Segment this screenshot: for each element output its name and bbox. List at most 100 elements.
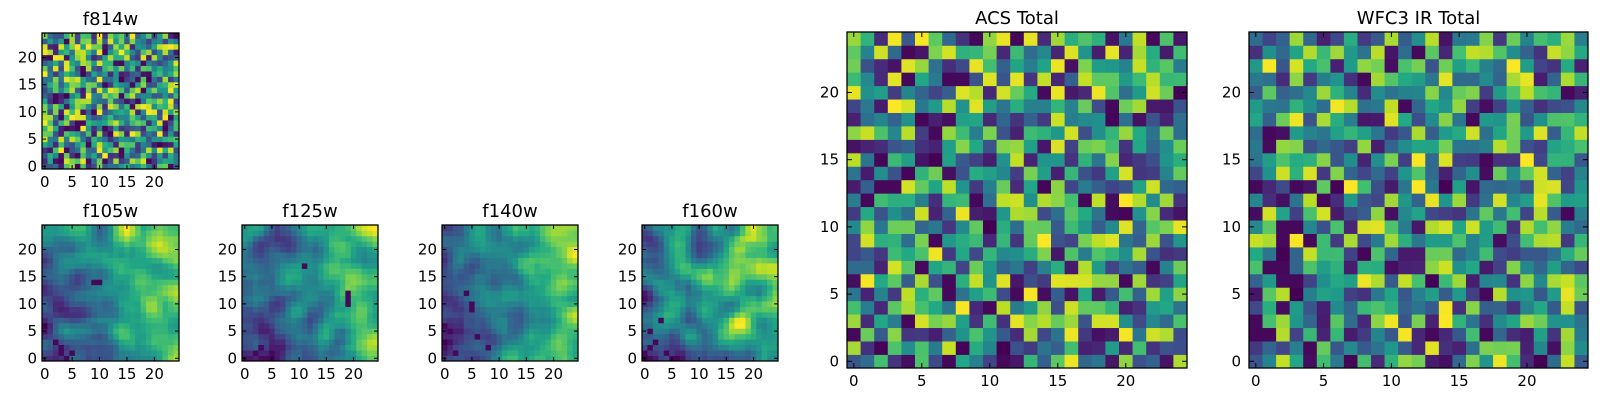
heatmap-cell <box>860 72 875 87</box>
heatmap-cell <box>312 344 319 351</box>
heatmap-cell <box>556 328 563 335</box>
heatmap-cell <box>1105 273 1120 288</box>
heatmap-cell <box>767 263 773 269</box>
heatmap-cell <box>1506 300 1521 315</box>
heatmap-cell <box>669 284 675 291</box>
heatmap-cell <box>942 287 957 302</box>
heatmap-cell <box>1159 72 1174 87</box>
heatmap-cell <box>52 163 59 170</box>
heatmap-cell <box>350 279 357 286</box>
heatmap-cell <box>318 301 324 307</box>
heatmap-cell <box>1384 112 1399 127</box>
heatmap-cell <box>350 317 357 324</box>
heatmap-cell <box>1091 152 1106 167</box>
heatmap-cell <box>102 33 109 39</box>
heatmap-cell <box>334 333 341 340</box>
heatmap-cell <box>242 350 248 356</box>
heatmap-cell <box>1276 45 1291 60</box>
heatmap-cell <box>1506 45 1521 60</box>
heatmap-cell <box>718 350 724 356</box>
heatmap-cell <box>1091 126 1106 140</box>
heatmap-cell <box>572 268 579 275</box>
heatmap-cell <box>58 136 65 143</box>
heatmap-cell <box>1533 327 1548 342</box>
heatmap-cell <box>140 350 147 356</box>
heatmap-cell <box>345 246 352 253</box>
heatmap-cell <box>162 147 169 154</box>
heatmap-cell <box>140 273 147 280</box>
heatmap-cell <box>96 87 103 94</box>
heatmap-cell <box>274 306 281 313</box>
heatmap-cell <box>1330 273 1345 288</box>
heatmap-cell <box>712 355 719 362</box>
heatmap-cell <box>85 38 92 45</box>
heatmap-cell <box>58 268 65 275</box>
heatmap-cell <box>767 301 773 307</box>
heatmap-cell <box>1506 354 1521 369</box>
heatmap-cell <box>1479 85 1494 100</box>
heatmap-cell <box>452 273 459 280</box>
heatmap-cell <box>162 312 169 318</box>
heatmap-cell <box>1023 45 1038 60</box>
heatmap-cell <box>140 284 147 291</box>
heatmap-cell <box>74 290 81 297</box>
heatmap-cell <box>74 152 81 159</box>
heatmap-cell <box>296 273 303 280</box>
heatmap-cell <box>151 125 158 132</box>
heatmap-cell <box>274 350 281 356</box>
heatmap-cell <box>745 290 752 297</box>
heatmap-cell <box>1479 287 1494 302</box>
heatmap-cell <box>663 230 670 237</box>
heatmap-cell <box>113 230 120 237</box>
heatmap-cell <box>1276 314 1291 329</box>
heatmap-cell <box>168 158 174 164</box>
plot-title: WFC3 IR Total <box>1357 8 1480 29</box>
heatmap-cell <box>928 72 943 87</box>
heatmap-cell <box>529 273 535 280</box>
heatmap-cell <box>647 257 654 264</box>
heatmap-cell <box>69 147 76 154</box>
heatmap-cell <box>162 152 169 159</box>
heatmap-cell <box>151 103 158 110</box>
heatmap-cell <box>442 290 448 297</box>
heatmap-cell <box>146 350 152 356</box>
heatmap-cell <box>658 279 665 286</box>
axes-frame <box>41 224 180 362</box>
heatmap-cell <box>151 344 158 351</box>
heatmap-cell <box>518 322 524 329</box>
heatmap-cell <box>545 339 552 346</box>
heatmap-cell <box>1384 99 1399 113</box>
heatmap-cell <box>1371 233 1385 248</box>
heatmap-cell <box>847 327 861 342</box>
heatmap-cell <box>280 306 286 313</box>
heatmap-cell <box>1303 112 1318 127</box>
heatmap-cell <box>652 333 659 340</box>
heatmap-cell <box>474 350 481 356</box>
heatmap-cell <box>518 333 524 340</box>
heatmap-cell <box>124 65 131 72</box>
heatmap-cell <box>124 120 131 126</box>
heatmap-cell <box>447 246 454 253</box>
heatmap-cell <box>47 87 54 94</box>
heatmap-cell <box>1547 85 1562 100</box>
heatmap-cell <box>323 235 330 242</box>
heatmap-cell <box>658 312 665 318</box>
heatmap-cell <box>1051 126 1065 140</box>
heatmap-cell <box>942 45 957 60</box>
heatmap-cell <box>1533 85 1548 100</box>
heatmap-cell <box>102 246 109 253</box>
heatmap-cell <box>247 235 254 242</box>
heatmap-cell <box>168 295 174 302</box>
heatmap-cell <box>729 257 735 264</box>
heatmap-cell <box>69 109 76 115</box>
heatmap-cell <box>658 333 665 340</box>
heatmap-cell <box>118 339 125 346</box>
heatmap-cell <box>750 306 757 313</box>
heatmap-cell <box>458 355 465 362</box>
heatmap-cell <box>1051 247 1065 261</box>
heatmap-cell <box>1384 152 1399 167</box>
heatmap-cell <box>480 312 486 318</box>
y-tick-label: 15 <box>820 151 839 169</box>
heatmap-cell <box>647 333 654 340</box>
heatmap-cell <box>367 284 373 291</box>
